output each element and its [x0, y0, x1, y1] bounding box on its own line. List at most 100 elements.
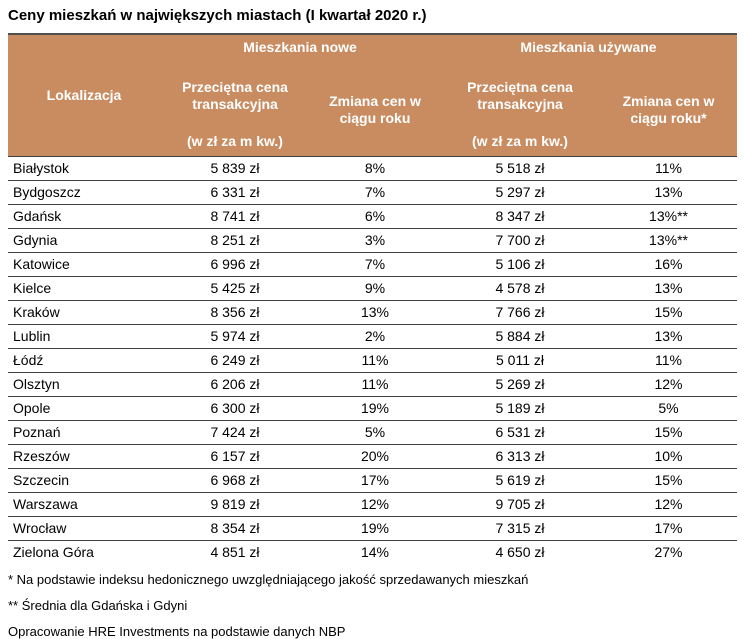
city-cell: Kielce: [8, 275, 160, 300]
table-row: Rzeszów 6 157 zł 20% 6 313 zł 10%: [8, 443, 738, 468]
city-cell: Rzeszów: [8, 443, 160, 468]
used-change-cell: 17%: [600, 515, 738, 540]
column-header-unit-used: (w zł za m kw.): [440, 128, 600, 156]
city-cell: Gdańsk: [8, 203, 160, 228]
new-price-cell: 8 354 zł: [160, 515, 310, 540]
new-change-cell: 12%: [310, 491, 440, 516]
new-change-cell: 5%: [310, 419, 440, 444]
used-change-cell: 27%: [600, 539, 738, 564]
used-price-cell: 9 705 zł: [440, 491, 600, 516]
price-table: Lokalizacja Mieszkania nowe Mieszkania u…: [8, 33, 738, 564]
city-cell: Olsztyn: [8, 371, 160, 396]
city-cell: Białystok: [8, 155, 160, 180]
new-price-cell: 7 424 zł: [160, 419, 310, 444]
new-price-cell: 5 839 zł: [160, 155, 310, 180]
new-price-cell: 6 996 zł: [160, 251, 310, 276]
used-price-cell: 4 650 zł: [440, 539, 600, 564]
new-price-cell: 8 356 zł: [160, 299, 310, 324]
used-change-cell: 11%: [600, 347, 738, 372]
used-price-cell: 7 700 zł: [440, 227, 600, 252]
table-row: Wrocław 8 354 zł 19% 7 315 zł 17%: [8, 515, 738, 540]
used-price-cell: 4 578 zł: [440, 275, 600, 300]
used-change-cell: 11%: [600, 155, 738, 180]
used-change-cell: 13%: [600, 275, 738, 300]
column-header-avg-price-new: Przeciętna cena transakcyjna: [160, 64, 310, 128]
column-header-price-change-used: Zmiana cen w ciągu roku*: [600, 64, 738, 156]
new-change-cell: 9%: [310, 275, 440, 300]
new-change-cell: 14%: [310, 539, 440, 564]
new-change-cell: 19%: [310, 395, 440, 420]
new-change-cell: 11%: [310, 347, 440, 372]
new-price-cell: 6 300 zł: [160, 395, 310, 420]
table-row: Gdynia 8 251 zł 3% 7 700 zł 13%**: [8, 227, 738, 252]
table-row: Opole 6 300 zł 19% 5 189 zł 5%: [8, 395, 738, 420]
table-header: Lokalizacja Mieszkania nowe Mieszkania u…: [8, 33, 738, 156]
city-cell: Bydgoszcz: [8, 179, 160, 204]
group-header-new-apartments: Mieszkania nowe: [160, 33, 440, 64]
new-change-cell: 11%: [310, 371, 440, 396]
city-cell: Katowice: [8, 251, 160, 276]
new-change-cell: 20%: [310, 443, 440, 468]
used-price-cell: 8 347 zł: [440, 203, 600, 228]
footnotes: * Na podstawie indeksu hedonicznego uwzg…: [8, 572, 737, 639]
city-cell: Zielona Góra: [8, 539, 160, 564]
used-change-cell: 16%: [600, 251, 738, 276]
new-change-cell: 7%: [310, 179, 440, 204]
new-price-cell: 8 251 zł: [160, 227, 310, 252]
city-cell: Lublin: [8, 323, 160, 348]
unit-row: (w zł za m kw.) (w zł za m kw.): [8, 128, 737, 156]
used-change-cell: 13%: [600, 323, 738, 348]
used-change-cell: 15%: [600, 299, 738, 324]
table-row: Olsztyn 6 206 zł 11% 5 269 zł 12%: [8, 371, 738, 396]
city-cell: Warszawa: [8, 491, 160, 516]
used-change-cell: 5%: [600, 395, 738, 420]
new-price-cell: 6 249 zł: [160, 347, 310, 372]
table-row: Gdańsk 8 741 zł 6% 8 347 zł 13%**: [8, 203, 738, 228]
used-price-cell: 6 531 zł: [440, 419, 600, 444]
new-price-cell: 6 157 zł: [160, 443, 310, 468]
new-price-cell: 6 968 zł: [160, 467, 310, 492]
used-price-cell: 6 313 zł: [440, 443, 600, 468]
table-row: Warszawa 9 819 zł 12% 9 705 zł 12%: [8, 491, 738, 516]
used-price-cell: 5 619 zł: [440, 467, 600, 492]
used-price-cell: 5 189 zł: [440, 395, 600, 420]
table-row: Poznań 7 424 zł 5% 6 531 zł 15%: [8, 419, 738, 444]
used-change-cell: 13%**: [600, 203, 738, 228]
used-price-cell: 5 518 zł: [440, 155, 600, 180]
new-change-cell: 6%: [310, 203, 440, 228]
page-title: Ceny mieszkań w największych miastach (I…: [8, 7, 427, 24]
new-change-cell: 17%: [310, 467, 440, 492]
new-change-cell: 7%: [310, 251, 440, 276]
used-change-cell: 10%: [600, 443, 738, 468]
new-price-cell: 8 741 zł: [160, 203, 310, 228]
footnote-hedonic-index: * Na podstawie indeksu hedonicznego uwzg…: [8, 572, 529, 587]
city-cell: Szczecin: [8, 467, 160, 492]
city-cell: Łódź: [8, 347, 160, 372]
group-header-row: Lokalizacja Mieszkania nowe Mieszkania u…: [8, 33, 738, 156]
column-header-avg-price-used: Przeciętna cena transakcyjna: [440, 64, 600, 128]
column-header-price-change-new: Zmiana cen w ciągu roku: [310, 64, 440, 156]
table-row: Bydgoszcz 6 331 zł 7% 5 297 zł 13%: [8, 179, 738, 204]
table-body: Białystok 5 839 zł 8% 5 518 zł 11% Bydgo…: [8, 155, 738, 564]
table-row: Lublin 5 974 zł 2% 5 884 zł 13%: [8, 323, 738, 348]
table-row: Białystok 5 839 zł 8% 5 518 zł 11%: [8, 155, 738, 180]
table-row: Zielona Góra 4 851 zł 14% 4 650 zł 27%: [8, 539, 738, 564]
new-change-cell: 19%: [310, 515, 440, 540]
used-price-cell: 5 106 zł: [440, 251, 600, 276]
used-change-cell: 15%: [600, 467, 738, 492]
city-cell: Kraków: [8, 299, 160, 324]
used-price-cell: 5 884 zł: [440, 323, 600, 348]
used-price-cell: 7 766 zł: [440, 299, 600, 324]
group-header-used-apartments: Mieszkania używane: [440, 33, 738, 64]
footnote-source: Opracowanie HRE Investments na podstawie…: [8, 624, 346, 639]
table-row: Katowice 6 996 zł 7% 5 106 zł 16%: [8, 251, 738, 276]
new-change-cell: 13%: [310, 299, 440, 324]
new-price-cell: 5 425 zł: [160, 275, 310, 300]
new-change-cell: 8%: [310, 155, 440, 180]
used-change-cell: 12%: [600, 371, 738, 396]
table-row: Szczecin 6 968 zł 17% 5 619 zł 15%: [8, 467, 738, 492]
table-row: Kielce 5 425 zł 9% 4 578 zł 13%: [8, 275, 738, 300]
column-header-unit-new: (w zł za m kw.): [160, 128, 310, 156]
new-change-cell: 2%: [310, 323, 440, 348]
used-change-cell: 13%: [600, 179, 738, 204]
